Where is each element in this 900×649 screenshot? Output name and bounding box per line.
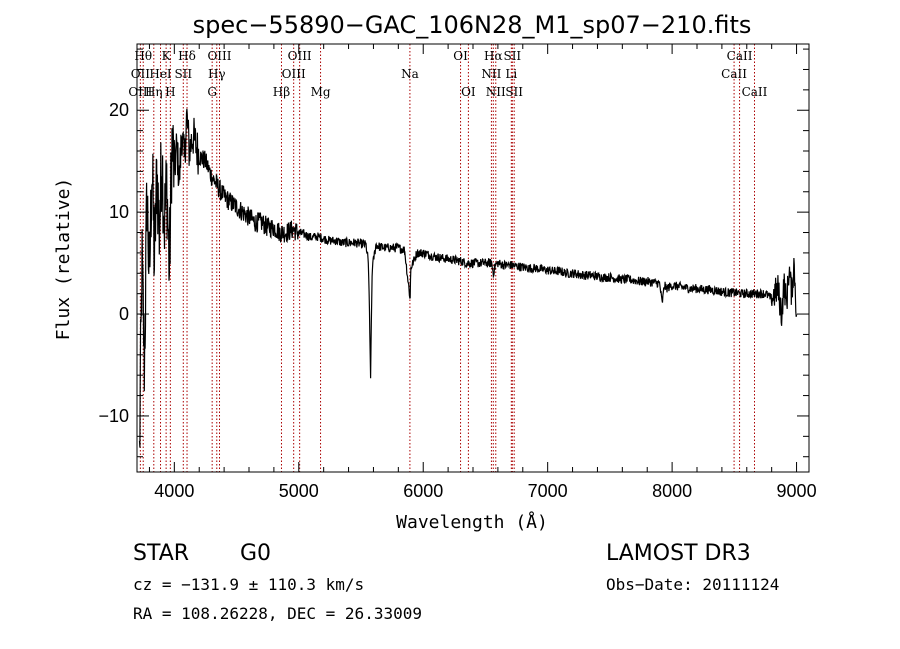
line-label-20: Hα [484,49,503,63]
line-label-22: Li [505,67,517,81]
line-label-14: OIII [288,49,312,63]
line-label-13: OIII [282,67,306,81]
spectral-line-labels: HθOIIOIIIHηHeIKHSIIHδGHγOIIIHβOIIIOIIIMg… [128,49,767,99]
line-label-19: NII [481,67,501,81]
line-label-24: SII [505,85,523,99]
line-label-11: OIII [207,49,231,63]
spectrum-line [138,108,798,448]
x-tick-label-2: 6000 [403,481,443,501]
observation-date: Obs−Date: 20111124 [606,575,779,594]
y-tick-label-2: 10 [109,202,129,222]
line-label-7: SII [174,67,192,81]
x-tick-label-3: 7000 [528,481,568,501]
line-label-26: CaII [727,49,753,63]
line-label-3: Hη [145,85,163,99]
object-class: STAR [133,541,189,566]
y-tick-label-1: 0 [119,304,129,324]
x-tick-label-1: 5000 [279,481,319,501]
line-label-15: Mg [311,85,331,99]
line-label-0: Hθ [134,49,152,63]
redshift-value: cz = −131.9 ± 110.3 km/s [133,575,364,594]
line-label-9: G [207,85,217,99]
chart-title: spec−55890−GAC_106N28_M1_sp07−210.fits [193,11,752,39]
x-tick-label-4: 8000 [652,481,692,501]
line-label-8: Hδ [178,49,196,63]
y-tick-label-3: 20 [109,100,129,120]
line-label-2: OIII [128,85,152,99]
line-label-23: SII [503,49,521,63]
line-label-1: OII [131,67,151,81]
line-label-27: CaII [742,85,768,99]
x-axis-ticks: 4000 5000 6000 7000 8000 9000 [148,44,817,501]
y-axis-ticks: −10 0 10 20 [98,48,809,458]
line-label-25: CaII [721,67,747,81]
line-label-21: NII [486,85,506,99]
line-label-17: OI [453,49,468,63]
line-label-16: Na [401,67,419,81]
line-label-18: OI [461,85,476,99]
coordinates: RA = 108.26228, DEC = 26.33009 [133,604,422,623]
line-label-6: H [165,85,175,99]
x-tick-label-5: 9000 [777,481,817,501]
x-axis-title: Wavelength (Å) [396,511,548,533]
survey-name: LAMOST DR3 [606,541,751,566]
plot-frame [136,43,810,473]
line-label-10: Hγ [208,67,226,81]
spectral-subclass: G0 [240,541,271,566]
line-label-4: HeI [149,67,172,81]
y-axis-title: Flux (relative) [53,178,74,341]
x-tick-label-0: 4000 [154,481,194,501]
line-label-5: K [162,49,172,63]
y-tick-label-0: −10 [98,406,129,426]
line-label-12: Hβ [273,85,290,99]
